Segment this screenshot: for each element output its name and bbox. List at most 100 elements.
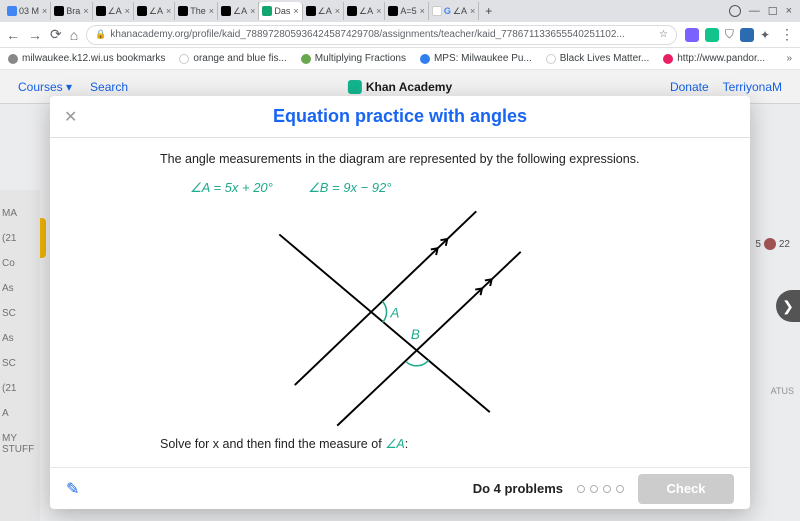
- browser-tab[interactable]: 03 M×: [4, 2, 51, 20]
- tab-close-icon[interactable]: ×: [470, 6, 475, 16]
- browser-tab[interactable]: ∠A×: [344, 2, 385, 20]
- sidebar-fragment-text: MA: [2, 208, 38, 219]
- tab-close-icon[interactable]: ×: [335, 6, 340, 16]
- bookmark-item[interactable]: Multiplying Fractions: [301, 53, 406, 64]
- browser-tab[interactable]: ∠A×: [303, 2, 344, 20]
- bookmarks-overflow-icon[interactable]: »: [786, 53, 792, 64]
- modal-title: Equation practice with angles: [273, 106, 527, 127]
- tab-close-icon[interactable]: ×: [209, 6, 214, 16]
- browser-tab[interactable]: A=5 ×: [385, 2, 429, 20]
- bookmark-label: http://www.pandor...: [677, 53, 765, 64]
- tab-close-icon[interactable]: ×: [125, 6, 130, 16]
- sidebar-fragment-text: SC: [2, 308, 38, 319]
- favicon-icon: [347, 6, 357, 16]
- tab-close-icon[interactable]: ×: [166, 6, 171, 16]
- browser-tab[interactable]: Bra×: [51, 2, 92, 20]
- khan-logo-icon: [348, 80, 362, 94]
- equation-a: ∠A = 5x + 20°: [190, 180, 273, 195]
- tab-label: ∠A: [149, 6, 163, 17]
- sidebar-fragment-text: As: [2, 333, 38, 344]
- browser-tab[interactable]: ∠A×: [93, 2, 134, 20]
- bookmark-item[interactable]: http://www.pandor...: [663, 53, 765, 64]
- forward-button[interactable]: →: [28, 27, 42, 43]
- bookmark-item[interactable]: MPS: Milwaukee Pu...: [420, 53, 532, 64]
- reload-button[interactable]: ⟳: [50, 26, 62, 43]
- favicon-icon: [96, 6, 106, 16]
- nav-courses[interactable]: Courses ▾: [18, 80, 72, 94]
- tab-close-icon[interactable]: ×: [293, 6, 298, 16]
- favicon-icon: [178, 6, 188, 16]
- bookmark-item[interactable]: orange and blue fis...: [179, 53, 286, 64]
- browser-tab[interactable]: ∠A×: [134, 2, 175, 20]
- khan-brand: Khan Academy: [366, 80, 452, 94]
- lock-icon: 🔒: [95, 29, 106, 40]
- bookmark-label: orange and blue fis...: [193, 53, 286, 64]
- bookmark-label: Black Lives Matter...: [560, 53, 649, 64]
- sidebar-fragment-text: Co: [2, 258, 38, 269]
- check-button[interactable]: Check: [638, 474, 734, 504]
- status-text: ATUS: [771, 386, 794, 396]
- bookmark-item[interactable]: Black Lives Matter...: [546, 53, 649, 64]
- tab-label: ∠A: [108, 6, 122, 17]
- prompt2: Solve for x and then find the measure of…: [160, 436, 640, 451]
- user-name[interactable]: TerriyonaM: [723, 80, 782, 94]
- browser-tab[interactable]: G ∠A×: [429, 2, 479, 20]
- progress-dot: [577, 485, 585, 493]
- svg-text:B: B: [411, 327, 420, 342]
- home-button[interactable]: ⌂: [70, 27, 78, 43]
- bookmark-favicon-icon: [546, 54, 556, 64]
- tab-close-icon[interactable]: ×: [250, 6, 255, 16]
- next-arrow-tab[interactable]: ❯: [776, 290, 800, 322]
- tab-label: Das: [274, 6, 290, 16]
- extensions-puzzle-icon[interactable]: ✦: [760, 28, 770, 42]
- do-problems-label: Do 4 problems: [473, 481, 563, 496]
- bookmark-item[interactable]: milwaukee.k12.wi.us bookmarks: [8, 53, 165, 64]
- address-bar[interactable]: 🔒 khanacademy.org/profile/kaid_788972805…: [86, 25, 677, 45]
- favicon-icon: [7, 6, 17, 16]
- sidebar-fragment-text: MY STUFF: [2, 433, 38, 455]
- minimize-icon[interactable]: —: [749, 5, 760, 18]
- tab-label: A=5: [400, 6, 416, 16]
- sidebar-fragment: MA(21CoAsSCAsSC(21AMY STUFF: [0, 190, 40, 521]
- bookmark-star-icon[interactable]: ☆: [659, 29, 668, 40]
- favicon-icon: [306, 6, 316, 16]
- tab-close-icon[interactable]: ×: [420, 6, 425, 16]
- browser-tab[interactable]: Das×: [259, 2, 302, 20]
- sidebar-fragment-text: As: [2, 283, 38, 294]
- bookmarks-bar: milwaukee.k12.wi.us bookmarks orange and …: [0, 48, 800, 70]
- bookmark-favicon-icon: [179, 54, 189, 64]
- equations: ∠A = 5x + 20° ∠B = 9x − 92°: [190, 180, 640, 196]
- close-icon[interactable]: ✕: [64, 107, 77, 127]
- account-icon[interactable]: [729, 5, 741, 17]
- favicon-icon: [137, 6, 147, 16]
- tab-label: ∠A: [318, 6, 332, 17]
- extension-icon[interactable]: [685, 28, 699, 42]
- bookmark-favicon-icon: [663, 54, 673, 64]
- favicon-icon: [432, 6, 442, 16]
- tab-label: ∠A: [359, 6, 373, 17]
- nav-search[interactable]: Search: [90, 80, 128, 94]
- maximize-icon[interactable]: ☐: [768, 5, 778, 18]
- progress-dot: [603, 485, 611, 493]
- shield-icon[interactable]: ⛉: [725, 27, 734, 42]
- extension-icon[interactable]: [740, 28, 754, 42]
- tab-close-icon[interactable]: ×: [83, 6, 88, 16]
- progress-dot: [616, 485, 624, 493]
- tab-label: ∠A: [233, 6, 247, 17]
- sidebar-fragment-text: (21: [2, 383, 38, 394]
- bookmark-favicon-icon: [301, 54, 311, 64]
- new-tab-button[interactable]: +: [479, 4, 498, 18]
- browser-tab[interactable]: The×: [175, 2, 218, 20]
- donate-link[interactable]: Donate: [670, 80, 709, 94]
- browser-tab[interactable]: ∠A×: [218, 2, 259, 20]
- tab-close-icon[interactable]: ×: [376, 6, 381, 16]
- extensions: ⛉ ✦ ⋮: [685, 26, 794, 43]
- extension-icon[interactable]: [705, 28, 719, 42]
- browser-menu-icon[interactable]: ⋮: [780, 26, 794, 43]
- back-button[interactable]: ←: [6, 27, 20, 43]
- scratchpad-icon[interactable]: ✎: [66, 479, 79, 499]
- tab-label: ∠A: [453, 6, 467, 17]
- tab-close-icon[interactable]: ×: [42, 6, 47, 16]
- close-window-icon[interactable]: ×: [786, 5, 792, 18]
- badge-row: 522: [755, 238, 790, 250]
